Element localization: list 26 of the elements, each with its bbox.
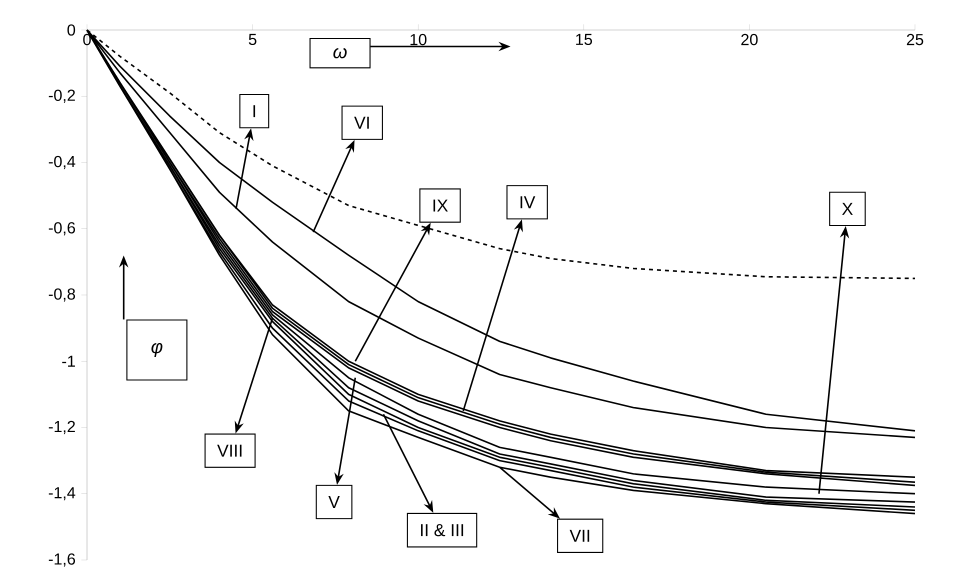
annotation: VI xyxy=(354,116,369,129)
annotation: IV xyxy=(520,196,536,208)
y-tick-label: 0 xyxy=(67,24,76,36)
x-tick-label: 20 xyxy=(741,34,758,46)
y-tick-label: -1,6 xyxy=(48,553,76,567)
y-tick-label: -0,2 xyxy=(48,90,75,103)
y-tick-label: -0,6 xyxy=(48,222,76,236)
x-tick-label: 5 xyxy=(248,34,256,46)
annotation: I xyxy=(253,105,256,118)
y-tick-label: -1,4 xyxy=(48,487,76,500)
annotation: IX xyxy=(433,200,448,212)
y-tick-label: -1 xyxy=(62,356,75,367)
annotation: VII xyxy=(570,530,590,542)
annotation: X xyxy=(842,202,853,215)
x-tick-label: 25 xyxy=(906,34,924,46)
x-tick-label: 0 xyxy=(83,34,91,46)
y-tick-label: -1,2 xyxy=(48,420,75,434)
x-tick-label: 15 xyxy=(576,34,592,46)
x-tick-label: 10 xyxy=(410,34,426,46)
annotation: V xyxy=(328,496,340,508)
annotation: VIII xyxy=(217,444,242,457)
y-axis-title: φ xyxy=(151,343,162,357)
x-axis-title: ω xyxy=(333,48,347,58)
y-tick-label: -0,8 xyxy=(48,288,76,302)
y-tick-label: -0,4 xyxy=(48,156,76,170)
annotation: II & III xyxy=(421,524,464,536)
